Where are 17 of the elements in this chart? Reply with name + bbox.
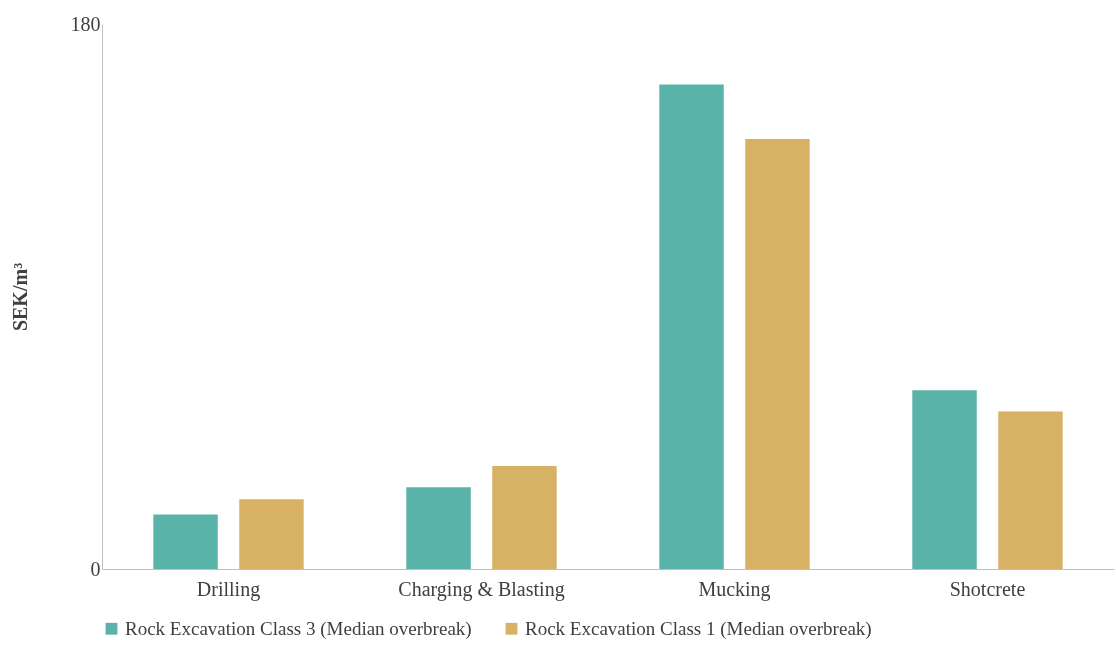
x-tick-label: Charging & Blasting: [398, 577, 565, 601]
legend-label: Rock Excavation Class 1 (Median overbreak): [525, 617, 872, 640]
bar: [912, 390, 977, 569]
bar: [406, 487, 471, 569]
bar: [153, 514, 218, 569]
y-axis-title: SEK/m³: [8, 262, 31, 332]
legend-label: Rock Excavation Class 3 (Median overbreak): [125, 617, 472, 640]
y-tick-label: 180: [70, 12, 101, 35]
x-tick-label: Shotcrete: [949, 577, 1026, 600]
x-tick-label: Drilling: [196, 577, 261, 601]
bar: [745, 139, 810, 569]
bar: [492, 466, 557, 569]
x-tick-label: Mucking: [698, 577, 771, 601]
y-tick-label: 0: [90, 557, 101, 580]
bar: [239, 499, 304, 569]
bar: [659, 84, 724, 569]
bar: [998, 411, 1063, 569]
